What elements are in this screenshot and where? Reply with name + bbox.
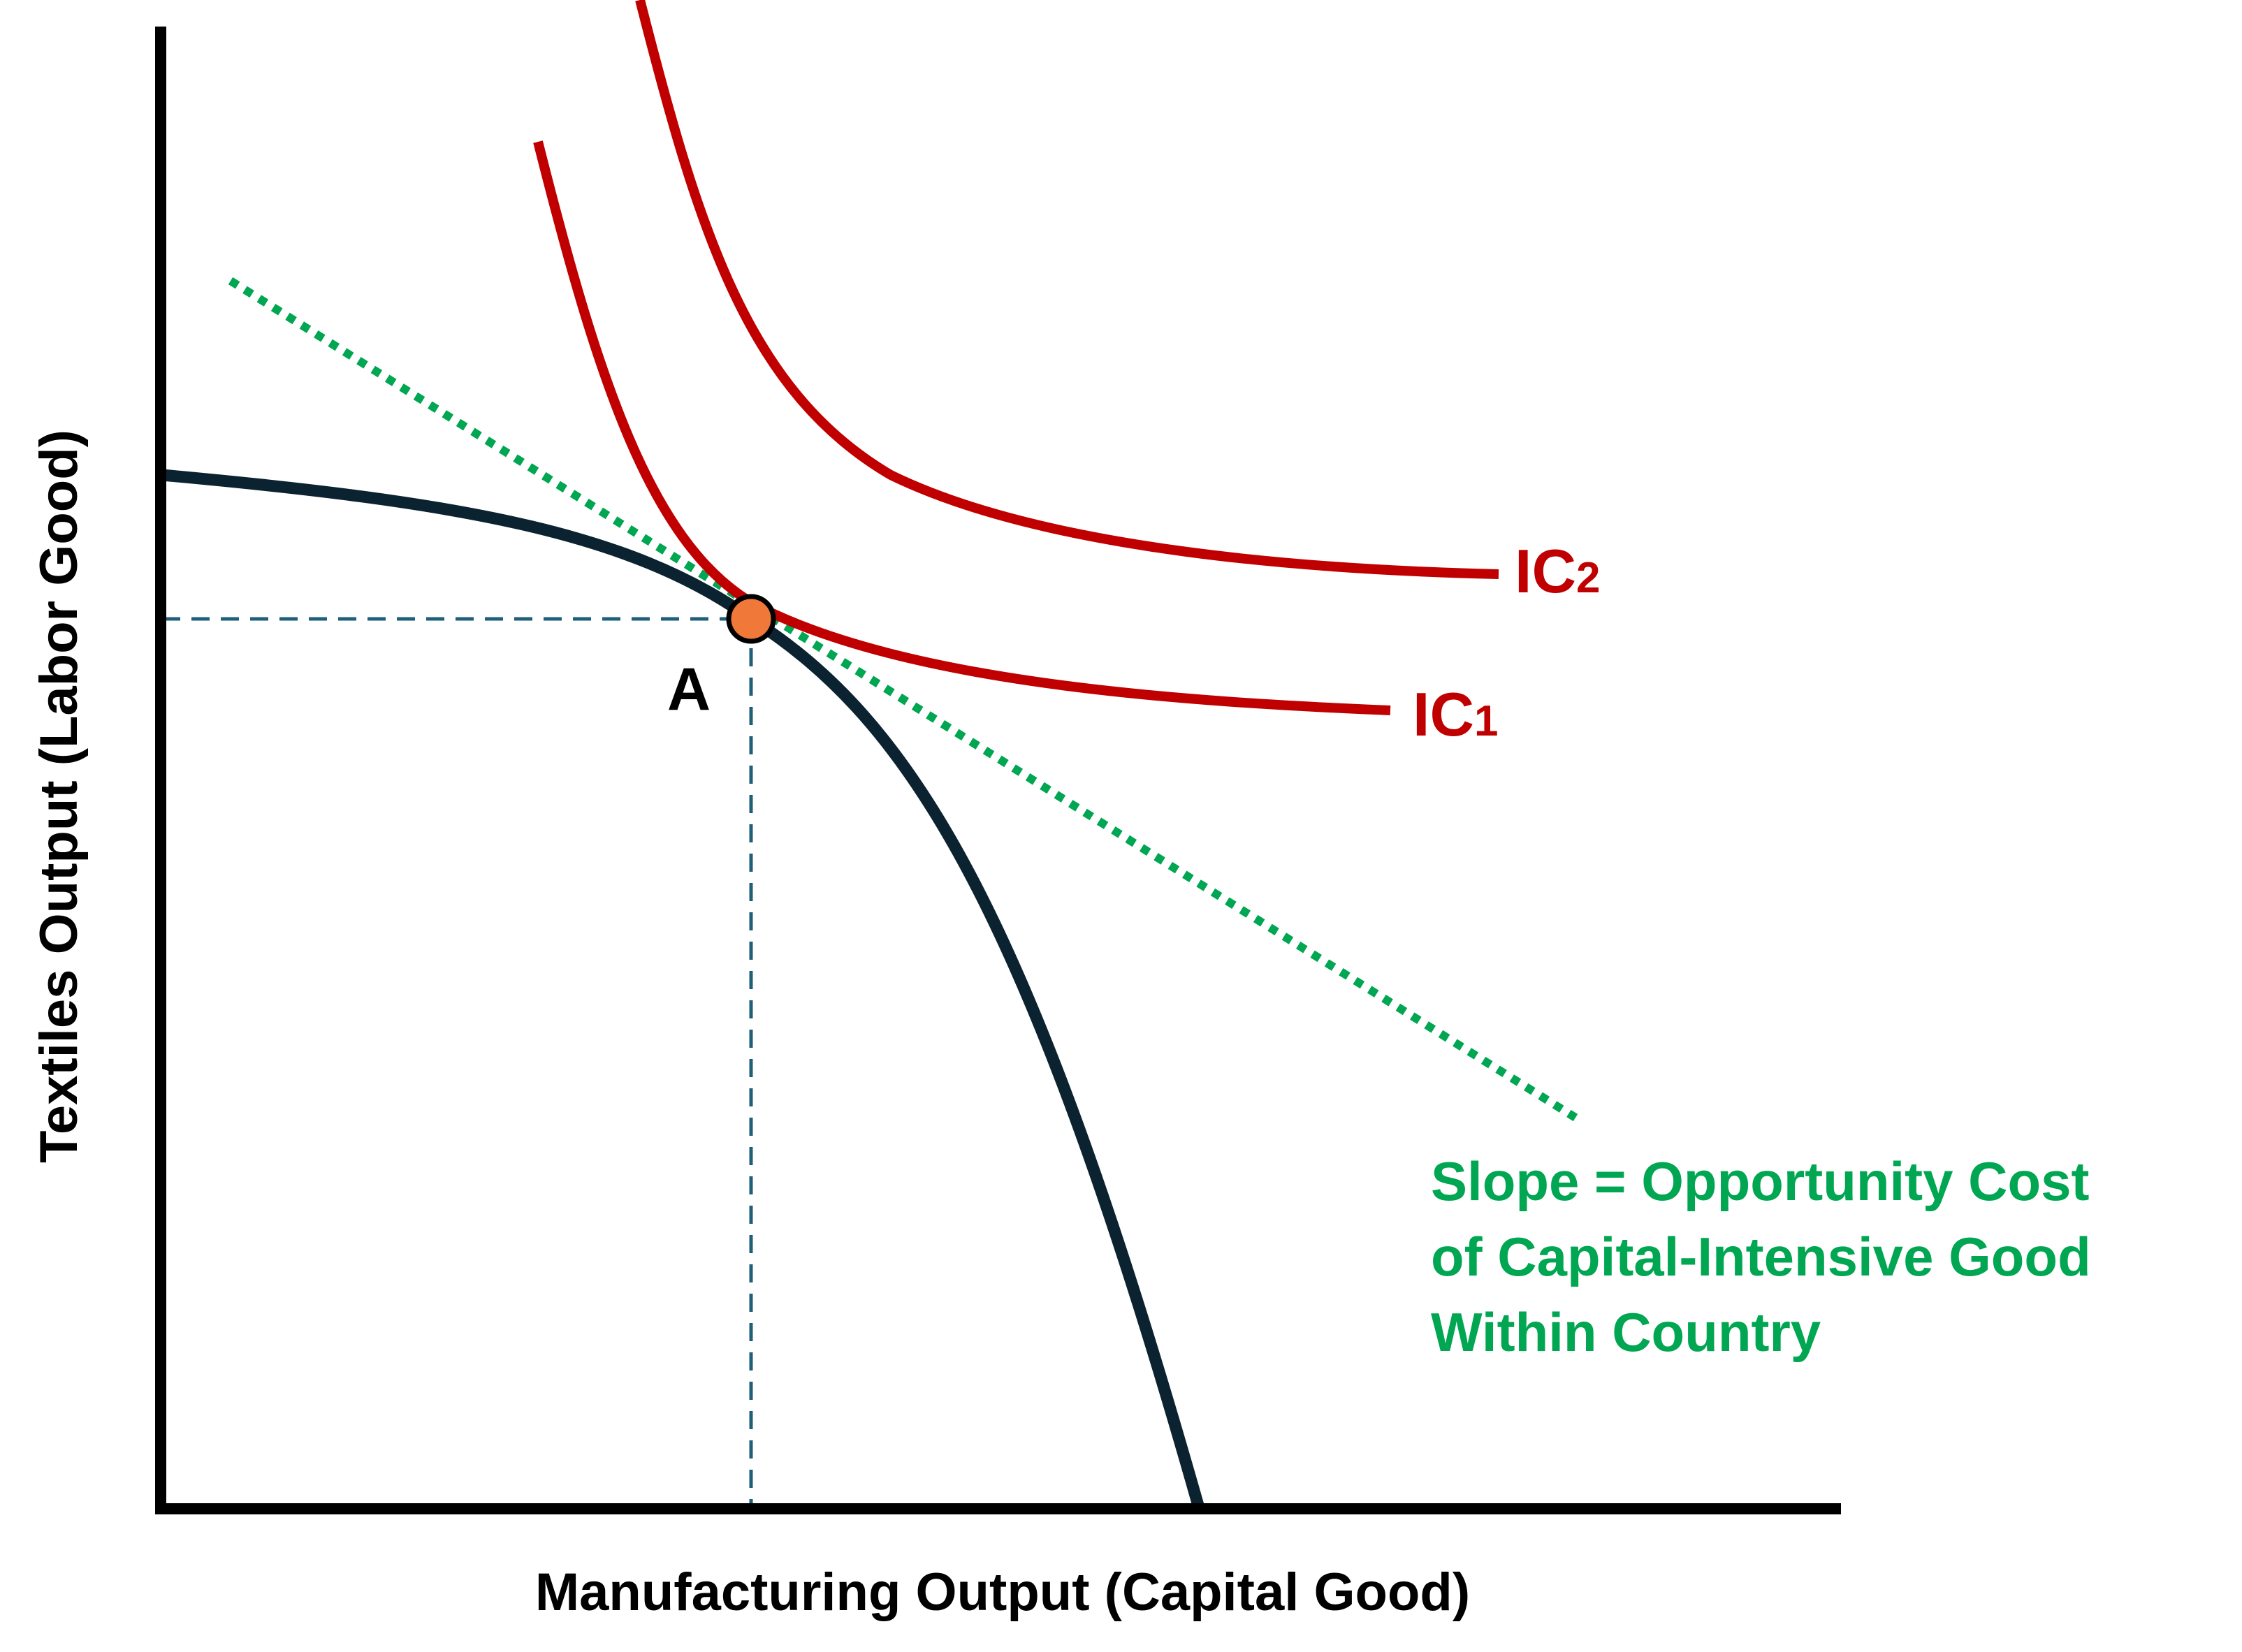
indifference-curve-ic1 (533, 140, 1391, 715)
ic2-label-main: IC (1515, 536, 1576, 606)
ic2-label: IC2 (1515, 536, 1600, 606)
slope-annotation-line-3: Within Country (1431, 1301, 1821, 1363)
point-a-marker (726, 594, 776, 644)
x-axis-label: Manufacturing Output (Capital Good) (535, 1563, 1470, 1622)
y-axis-label: Textiles Output (Labor Good) (29, 430, 89, 1163)
indifference-curve-ic2 (635, 0, 1499, 579)
slope-annotation-line-2: of Capital-Intensive Good (1431, 1226, 2091, 1287)
slope-annotation-line-1: Slope = Opportunity Cost (1431, 1150, 2090, 1212)
ic1-label-main: IC (1413, 680, 1474, 749)
ic1-label: IC1 (1413, 680, 1498, 749)
tangent-slope-line (228, 277, 1578, 1122)
production-possibilities-curve (161, 469, 1204, 1507)
point-a-label: A (667, 656, 711, 723)
ic1-label-sub: 1 (1474, 697, 1498, 745)
ic2-label-sub: 2 (1576, 554, 1600, 602)
